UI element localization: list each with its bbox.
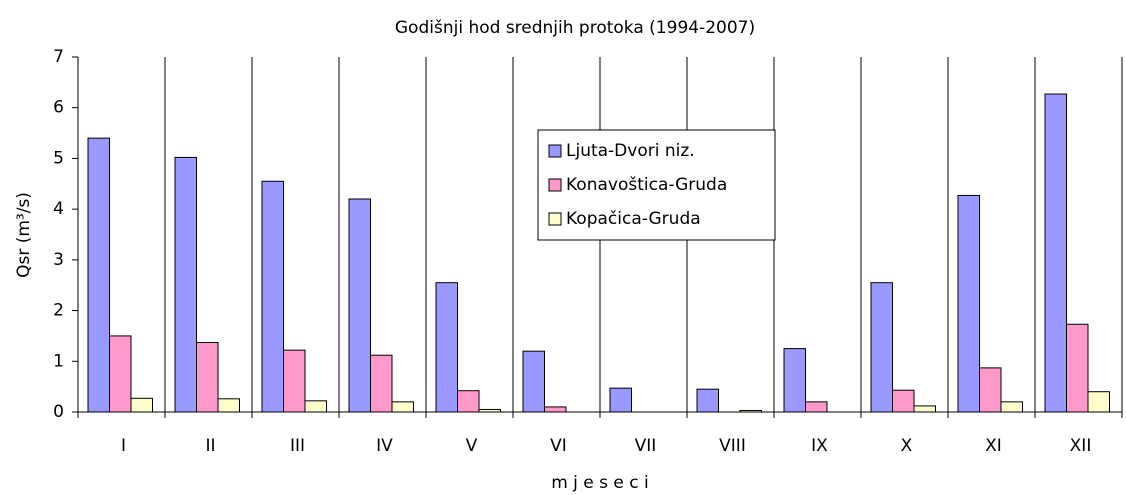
bar xyxy=(1087,391,1110,413)
bar xyxy=(391,401,414,413)
y-tick-label: 1 xyxy=(53,351,64,371)
bar xyxy=(783,348,806,413)
y-tick-label: 3 xyxy=(53,250,64,270)
legend-swatch xyxy=(548,178,562,192)
bar xyxy=(348,198,371,413)
y-tick-label: 4 xyxy=(53,199,64,219)
bar xyxy=(457,390,480,413)
x-tick-label: III xyxy=(290,436,305,456)
y-tick-label: 5 xyxy=(53,148,64,168)
bar xyxy=(805,401,828,413)
bar xyxy=(609,387,632,413)
bar xyxy=(957,194,980,413)
legend: Ljuta-Dvori niz. Konavoštica-Gruda Kopačic… xyxy=(537,129,776,241)
legend-label: Konavoštica-Gruda xyxy=(566,175,727,195)
legend-label: Kopačica-Gruda xyxy=(566,209,701,229)
bar xyxy=(435,282,458,413)
bar xyxy=(1000,401,1023,413)
bar xyxy=(913,405,936,413)
bar xyxy=(261,180,284,413)
y-tick-label: 2 xyxy=(53,301,64,321)
x-axis-label: m j e s e c i xyxy=(551,473,649,493)
x-tick-label: I xyxy=(121,436,126,456)
bar xyxy=(979,367,1002,413)
chart-title: Godišnji hod srednjih protoka (1994-2007… xyxy=(395,18,755,38)
bar xyxy=(892,389,915,413)
bar xyxy=(544,406,567,413)
x-tick-label: XII xyxy=(1070,436,1092,456)
bar xyxy=(196,342,219,413)
x-tick-label: VII xyxy=(635,436,657,456)
bar xyxy=(109,335,132,413)
x-tick-label: IV xyxy=(376,436,393,456)
y-tick-label: 7 xyxy=(53,47,64,67)
bar xyxy=(217,398,240,413)
bar xyxy=(696,388,719,413)
bar xyxy=(522,350,545,413)
bar xyxy=(304,400,327,413)
bar xyxy=(87,137,110,413)
y-axis-label: Qsr (m³/s) xyxy=(14,192,34,278)
x-tick-label: VI xyxy=(550,436,567,456)
bar xyxy=(174,156,197,413)
legend-box xyxy=(537,129,776,241)
bar xyxy=(1044,93,1067,413)
x-tick-label: X xyxy=(901,436,913,456)
legend-swatch xyxy=(548,212,562,226)
bar xyxy=(130,397,153,413)
y-tick-label: 0 xyxy=(53,402,64,422)
x-tick-label: II xyxy=(205,436,215,456)
y-tick-label: 6 xyxy=(53,98,64,118)
bar xyxy=(1066,323,1089,413)
bar xyxy=(370,354,393,413)
x-tick-label: VIII xyxy=(719,436,746,456)
legend-swatch xyxy=(548,144,562,158)
legend-label: Ljuta-Dvori niz. xyxy=(566,141,695,161)
bar xyxy=(870,282,893,413)
x-tick-label: V xyxy=(466,436,478,456)
x-tick-label: XI xyxy=(985,436,1002,456)
x-tick-label: IX xyxy=(811,436,828,456)
bar xyxy=(283,349,306,413)
